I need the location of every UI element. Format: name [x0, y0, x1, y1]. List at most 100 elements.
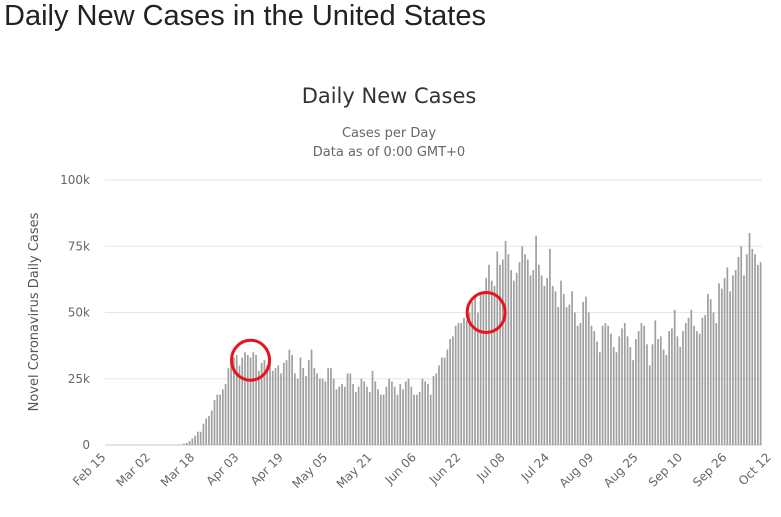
bar [671, 328, 673, 445]
bar [632, 360, 634, 445]
bar [585, 296, 587, 445]
bar [707, 293, 709, 445]
y-tick-label: 75k [68, 239, 90, 253]
x-tick-label: Feb 15 [70, 450, 108, 488]
page-title: Daily New Cases in the United States [4, 0, 486, 32]
bar [704, 315, 707, 445]
bar [202, 423, 205, 445]
bar [185, 442, 188, 445]
bar [210, 410, 213, 445]
bar [582, 301, 585, 445]
bar [288, 349, 291, 445]
bar [205, 418, 208, 445]
bar [396, 394, 399, 445]
bar [499, 264, 501, 445]
y-tick-label: 25k [68, 372, 90, 386]
bar [754, 254, 756, 445]
bar [615, 352, 618, 445]
bar [740, 246, 743, 445]
bar [637, 331, 640, 445]
bar [756, 264, 759, 445]
bar [191, 438, 194, 445]
bar [562, 293, 565, 445]
bar [557, 307, 560, 445]
bar [446, 349, 449, 445]
bar [734, 270, 737, 445]
bar [621, 328, 623, 445]
bar [180, 444, 183, 445]
bar [183, 443, 185, 445]
bar [255, 354, 257, 445]
bar [307, 360, 310, 445]
bar [745, 254, 748, 445]
bar [418, 392, 421, 445]
bar [188, 441, 191, 445]
bar [310, 349, 313, 445]
bar [296, 378, 299, 445]
bar [490, 280, 493, 445]
bar [623, 323, 626, 445]
bar [399, 384, 402, 445]
bar [316, 373, 318, 445]
bar [244, 352, 246, 445]
bar [199, 431, 202, 445]
bar [665, 354, 668, 445]
bar [712, 312, 715, 445]
bar [743, 275, 745, 445]
bar [379, 394, 382, 445]
bar [194, 435, 196, 445]
bar [679, 346, 682, 445]
y-tick-label: 100k [60, 173, 90, 187]
bar [612, 346, 615, 445]
bar [435, 373, 438, 445]
bar [404, 381, 407, 445]
bar [659, 336, 662, 445]
bar [421, 378, 424, 445]
bar [601, 325, 604, 445]
bar [282, 362, 285, 445]
bar [604, 323, 607, 445]
y-tick-label: 0 [82, 438, 90, 452]
bar [291, 354, 293, 445]
bar [662, 349, 665, 445]
x-tick-label: Oct 12 [736, 450, 774, 488]
bar [269, 357, 271, 445]
bar [335, 389, 338, 445]
bar [640, 323, 643, 445]
bar [618, 336, 621, 445]
bar [321, 378, 324, 445]
bar [432, 376, 435, 445]
x-tick-labels: Feb 15 Mar 02 Mar 18 Apr 03 Apr 19 May 05 May … [70, 450, 774, 491]
bar [574, 312, 576, 445]
bar [504, 240, 507, 445]
bar [208, 415, 210, 445]
x-tick-label: Sep 26 [690, 450, 729, 489]
y-tick-labels: 0 25k 50k 75k 100k [60, 173, 90, 452]
bar [391, 381, 393, 445]
bar [576, 325, 579, 445]
bar [590, 325, 593, 445]
x-tick-label: Aug 25 [601, 450, 641, 490]
bar [507, 254, 510, 445]
bar [252, 352, 255, 445]
bar [341, 384, 343, 445]
bar [485, 278, 488, 445]
bar [224, 384, 227, 445]
bar [607, 325, 610, 445]
x-tick-label: Jul 24 [518, 450, 552, 484]
bar [723, 278, 726, 445]
bar [299, 357, 302, 445]
bar [488, 264, 490, 445]
bar [257, 370, 260, 445]
bar [449, 339, 451, 445]
bar [737, 256, 740, 445]
bar [382, 394, 385, 445]
bar [718, 283, 720, 445]
bar [709, 299, 712, 445]
bar [479, 293, 482, 445]
bar [363, 381, 366, 445]
annotation-circle [230, 338, 272, 382]
bar [643, 325, 646, 445]
annotation-circles [230, 291, 507, 382]
